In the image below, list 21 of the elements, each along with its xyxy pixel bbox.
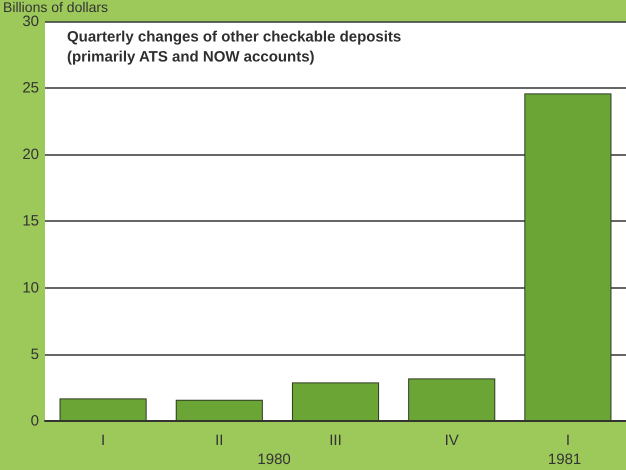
bar — [60, 398, 147, 421]
y-tick-label: 30 — [22, 12, 39, 30]
x-tick-label: I — [566, 432, 570, 449]
x-tick-label: III — [329, 432, 342, 449]
bar — [524, 93, 612, 421]
text: Quarterly changes of other checkable deposits (primarily ATS and NOW accounts) — [67, 28, 402, 66]
bar — [292, 382, 380, 421]
y-tick-label: 0 — [30, 412, 39, 430]
text: 1980 — [257, 451, 291, 468]
x-tick-label: IV — [444, 432, 459, 449]
y-axis-title: Billions of dollars — [3, 0, 108, 15]
y-tick-label: 10 — [22, 279, 39, 296]
x-tick-label: II — [215, 432, 224, 449]
y-tick-label: 20 — [22, 146, 39, 164]
y-tick-label: 25 — [22, 80, 39, 96]
y-tick-label: 5 — [30, 346, 39, 363]
bar — [176, 400, 263, 421]
bar — [408, 378, 496, 421]
y-tick-label: 15 — [22, 212, 39, 230]
x-tick-label: I — [101, 432, 106, 449]
text: 1981 — [548, 451, 582, 468]
